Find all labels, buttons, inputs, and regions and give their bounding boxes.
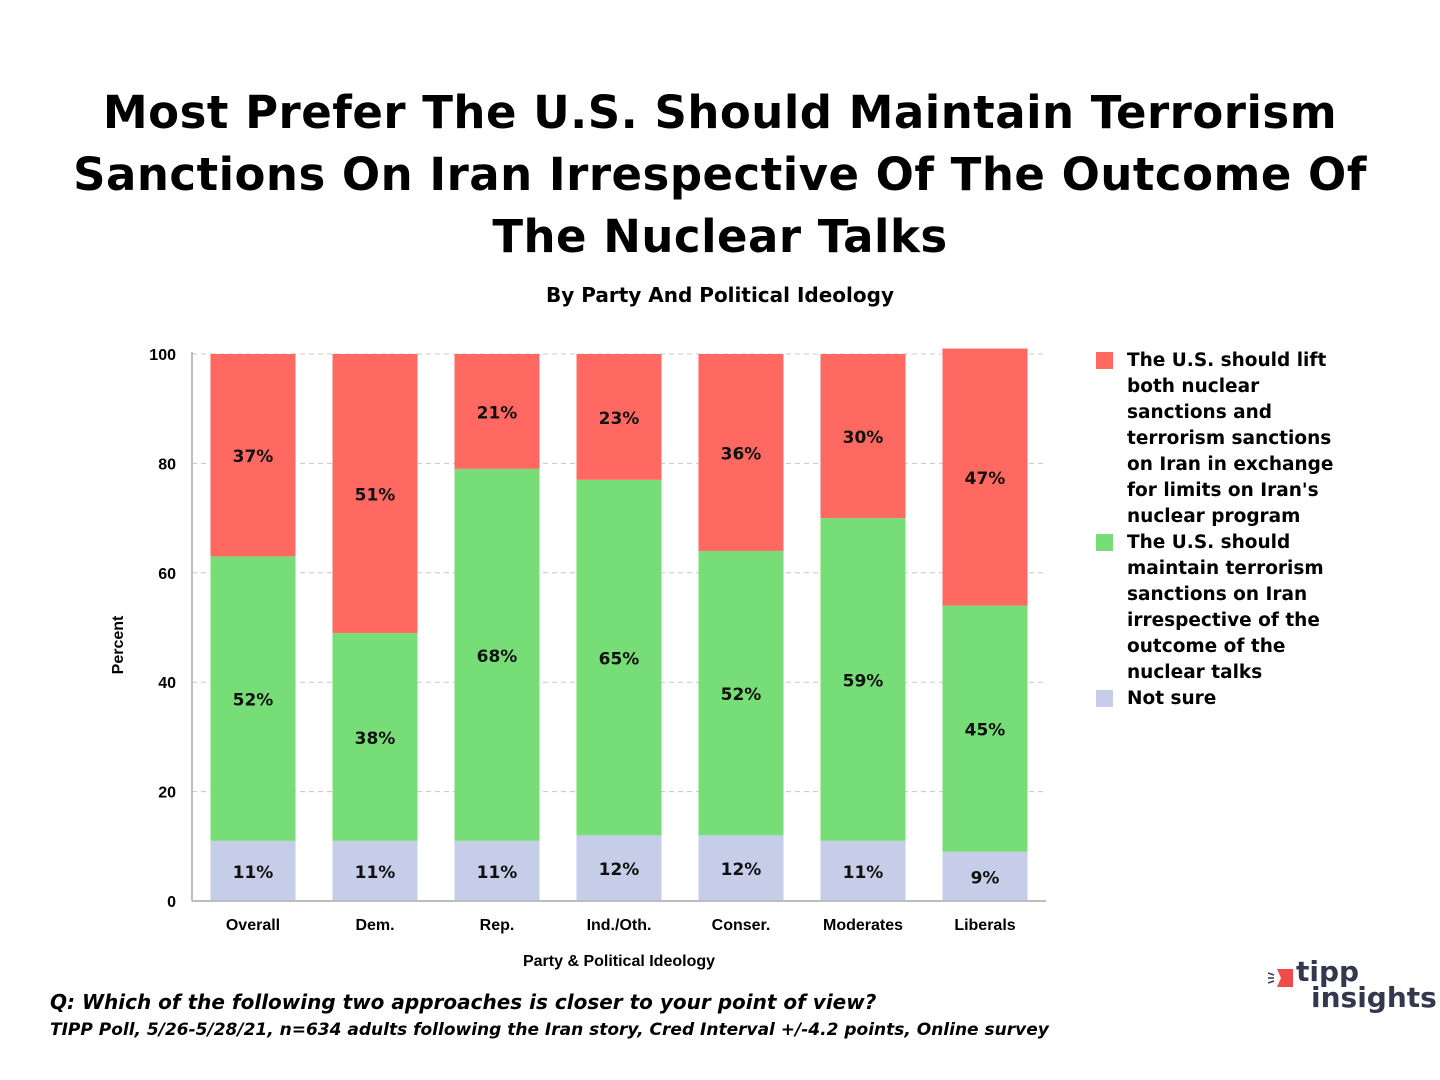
chart-title-line: Sanctions On Iran Irrespective Of The Ou… (73, 148, 1367, 201)
data-label: 36% (721, 444, 762, 464)
bar-segment-not-sure (332, 840, 418, 901)
y-tick-label: 20 (158, 785, 176, 802)
bar-segment-maintain (210, 556, 296, 841)
data-label: 11% (843, 863, 884, 883)
legend-swatch-blue (1096, 690, 1113, 707)
legend-label: Not sure (1127, 688, 1217, 709)
bar-segment-not-sure (820, 840, 906, 901)
data-label: 38% (355, 729, 396, 749)
bar-segment-maintain (332, 632, 418, 841)
x-tick-label: Ind./Oth. (587, 917, 652, 934)
bar-segment-not-sure (210, 840, 296, 901)
data-label: 11% (477, 863, 518, 883)
data-label: 30% (843, 428, 884, 448)
y-tick-label: 0 (167, 894, 176, 911)
data-label: 9% (971, 868, 1000, 888)
x-tick-label: Overall (226, 917, 280, 934)
x-tick-label: Rep. (480, 917, 515, 934)
bars (210, 348, 1028, 901)
data-label: 68% (477, 647, 518, 667)
data-label: 45% (965, 721, 1006, 741)
bar-segment-lift (210, 354, 296, 557)
legend-label: The U.S. should maintain terrorism sanct… (1127, 532, 1324, 683)
bar-segment-lift (454, 354, 540, 469)
bar-segment-not-sure (454, 840, 540, 901)
bar-segment-maintain (576, 479, 662, 836)
data-label: 59% (843, 671, 884, 691)
legend-label: The U.S. should lift both nuclear sancti… (1127, 350, 1334, 527)
bar-segment-not-sure (942, 851, 1028, 901)
data-label: 65% (599, 650, 640, 670)
y-tick-label: 40 (158, 675, 176, 692)
survey-question: Q: Which of the following two approaches… (50, 990, 877, 1014)
bar-segment-not-sure (576, 835, 662, 901)
data-label: 52% (233, 691, 274, 711)
data-label: 11% (355, 863, 396, 883)
bar-segment-lift (576, 354, 662, 480)
x-tick-label: Moderates (823, 917, 903, 934)
chart-title-line: Most Prefer The U.S. Should Maintain Ter… (102, 86, 1338, 139)
legend-item-lift-sanctions: The U.S. should lift both nuclear sancti… (1096, 348, 1336, 530)
bar-segment-maintain (698, 550, 784, 836)
y-tick-label: 100 (149, 347, 176, 364)
data-label: 21% (477, 403, 518, 423)
data-labels: 11% 52% 37% 11% 38% 51% 11% 68% 21% 12% 65% 23% 12% 5… (233, 403, 1006, 888)
x-tick-label: Liberals (954, 917, 1015, 934)
bar-segment-maintain (820, 518, 906, 841)
bar-segment-lift (820, 354, 906, 519)
tipp-insights-logo: tipp insights (1268, 957, 1437, 1015)
data-label: 47% (965, 469, 1006, 489)
data-label: 23% (599, 409, 640, 429)
y-axis-label: Percent (110, 615, 127, 674)
data-label: 37% (233, 447, 274, 467)
legend-swatch-red (1096, 352, 1113, 369)
y-tick-label: 80 (158, 456, 176, 473)
data-label: 52% (721, 685, 762, 705)
bar-segment-lift (942, 348, 1028, 606)
data-label: 11% (233, 863, 274, 883)
legend-swatch-green (1096, 534, 1113, 551)
data-label: 12% (721, 860, 762, 880)
legend-item-maintain-sanctions: The U.S. should maintain terrorism sanct… (1096, 530, 1336, 686)
bar-segment-maintain (942, 605, 1028, 852)
logo-text-insights: insights (1311, 981, 1437, 1014)
bar-segment-lift (332, 354, 418, 633)
data-label: 51% (355, 485, 396, 505)
legend: The U.S. should lift both nuclear sancti… (1096, 348, 1336, 712)
x-tick-label: Conser. (712, 917, 771, 934)
legend-item-not-sure: Not sure (1096, 686, 1336, 712)
chart-subtitle: By Party And Political Ideology (546, 283, 894, 307)
chart-title-line: The Nuclear Talks (492, 210, 948, 263)
bar-segment-lift (698, 354, 784, 551)
x-tick-label: Dem. (355, 917, 394, 934)
bar-segment-not-sure (698, 835, 784, 901)
logo-flag-icon (1268, 969, 1293, 987)
axes: 0 20 40 60 80 100 Overall Dem. Rep. Ind./Oth. Cons… (149, 347, 1046, 934)
logo-text-tipp: tipp (1296, 955, 1360, 988)
x-axis-label: Party & Political Ideology (523, 953, 715, 970)
bar-segment-maintain (454, 468, 540, 841)
y-tick-label: 60 (158, 566, 176, 583)
chart-title: Most Prefer The U.S. Should Maintain Ter… (0, 82, 1440, 268)
survey-source: TIPP Poll, 5/26-5/28/21, n=634 adults fo… (50, 1020, 1049, 1040)
data-label: 12% (599, 860, 640, 880)
